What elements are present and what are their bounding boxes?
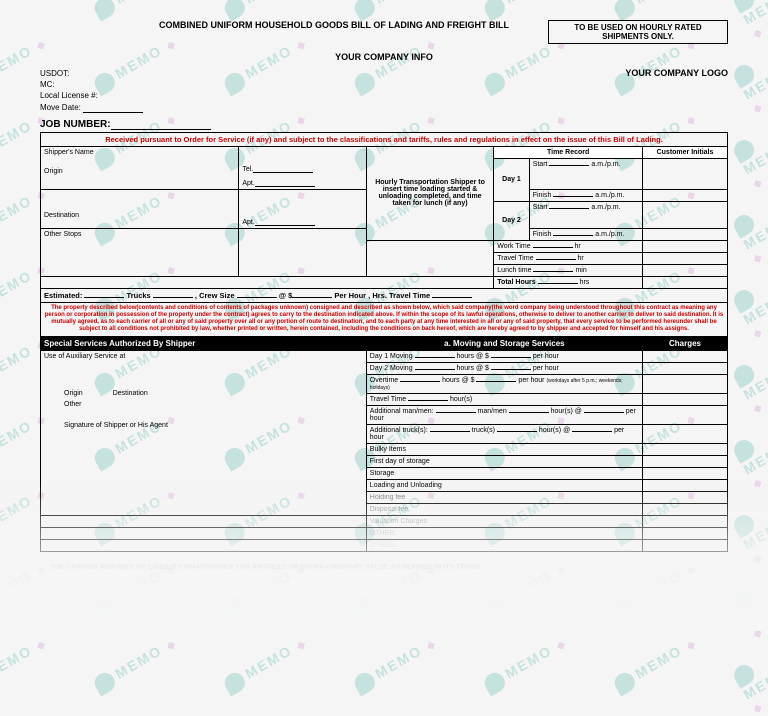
- other2: OTHER:: [366, 539, 642, 551]
- ci-6[interactable]: [642, 252, 727, 264]
- tel-label: Tel.: [242, 166, 253, 173]
- ci-7[interactable]: [642, 264, 727, 276]
- apt-input[interactable]: [255, 177, 315, 187]
- day1-label: Day 1: [494, 158, 529, 201]
- sig-label: Signature of Shipper or His Agent: [44, 422, 363, 429]
- company-logo: YOUR COMPANY LOGO: [625, 68, 728, 113]
- d2-finish-input[interactable]: [553, 235, 593, 236]
- lunch-input[interactable]: [533, 271, 573, 272]
- ci-4[interactable]: [642, 228, 727, 240]
- d1-start-input[interactable]: [549, 165, 589, 166]
- bulky: Bulky Items: [366, 443, 642, 455]
- legal-text: The property described below(contents an…: [41, 302, 728, 336]
- apt2-input[interactable]: [255, 216, 315, 226]
- received-clause: Received pursuant to Order for Service (…: [41, 132, 728, 146]
- total-input[interactable]: [538, 283, 578, 284]
- main-title: COMBINED UNIFORM HOUSEHOLD GOODS BILL OF…: [120, 20, 548, 30]
- svc-travel: Travel Time: [370, 396, 406, 403]
- tel-input[interactable]: [253, 163, 313, 173]
- firstday: First day of storage: [366, 455, 642, 467]
- est-rate-input[interactable]: [292, 297, 332, 298]
- movedate-input[interactable]: [83, 103, 143, 113]
- other1: OTHER:: [366, 527, 642, 539]
- aux-dest: Destination: [113, 390, 148, 397]
- moving-storage-hdr: a. Moving and Storage Services: [366, 336, 642, 350]
- apt-label: Apt.: [242, 180, 254, 187]
- movedate-label: Move Date:: [40, 103, 81, 112]
- d1-start: Start: [533, 161, 548, 168]
- d2-start-input[interactable]: [549, 208, 589, 209]
- loading: Loading and Unloading: [366, 479, 642, 491]
- aux-origin: Origin: [64, 390, 83, 397]
- jobnum-input[interactable]: [111, 120, 211, 130]
- d2-finish: Finish: [533, 231, 552, 238]
- lunch-time: Lunch time: [497, 267, 531, 274]
- cust-initials-hdr: Customer Initials: [642, 146, 727, 158]
- usdot-label: USDOT:: [40, 68, 143, 79]
- travel-time: Travel Time: [497, 255, 533, 262]
- mc-label: MC:: [40, 79, 143, 90]
- d1-finish: Finish: [533, 192, 552, 199]
- jobnum-label: JOB NUMBER:: [40, 119, 111, 130]
- shipper-name-label: Shipper's Name: [44, 149, 235, 156]
- hourly-transport-text: Hourly Transportation Shipper to insert …: [366, 146, 493, 240]
- valuation: Valuation Charges: [366, 515, 642, 527]
- work-input[interactable]: [533, 247, 573, 248]
- ci-3[interactable]: [642, 201, 727, 228]
- origin-label: Origin: [44, 168, 235, 175]
- ci-5[interactable]: [642, 240, 727, 252]
- add-man: Additional man/men:: [370, 408, 434, 415]
- est-blank-input[interactable]: [153, 297, 193, 298]
- est-crew-input[interactable]: [237, 297, 277, 298]
- travel-input[interactable]: [536, 259, 576, 260]
- ci-8[interactable]: [642, 276, 727, 288]
- aux-label: Use of Auxiliary Service at: [44, 353, 363, 360]
- day2-label: Day 2: [494, 201, 529, 240]
- storage: Storage: [366, 467, 642, 479]
- est-travel-input[interactable]: [432, 297, 472, 298]
- add-truck: Additional truck(s):: [370, 427, 428, 434]
- total-hrs: Total Hours: [497, 279, 535, 286]
- company-info: YOUR COMPANY INFO: [40, 52, 728, 62]
- holding: Holding fee: [366, 491, 642, 503]
- day1-moving: Day 1 Moving: [370, 353, 413, 360]
- dest-label: Destination: [44, 212, 235, 219]
- carrier-liability: THE CARRIER ASSUMES NO LIABILITY WHATSOE…: [50, 564, 481, 571]
- est-trucks-input[interactable]: [84, 297, 124, 298]
- day2-moving: Day 2 Moving: [370, 365, 413, 372]
- main-table: Received pursuant to Order for Service (…: [40, 132, 728, 552]
- meta-block: USDOT: MC: Local License #: Move Date:: [40, 68, 143, 113]
- d2-start: Start: [533, 204, 548, 211]
- hourly-notice: TO BE USED ON HOURLY RATED SHIPMENTS ONL…: [548, 20, 728, 44]
- license-label: Local License #:: [40, 90, 143, 101]
- chg-1[interactable]: [642, 350, 727, 362]
- charges-hdr: Charges: [642, 336, 727, 350]
- ci-1[interactable]: [642, 158, 727, 189]
- overtime: Overtime: [370, 377, 398, 384]
- d1-finish-input[interactable]: [553, 196, 593, 197]
- work-time: Work Time: [497, 243, 530, 250]
- time-record-hdr: Time Record: [494, 146, 643, 158]
- special-svc-hdr: Special Services Authorized By Shipper: [41, 336, 367, 350]
- ci-2[interactable]: [642, 189, 727, 201]
- header-row: COMBINED UNIFORM HOUSEHOLD GOODS BILL OF…: [40, 20, 728, 44]
- disposal: Disposal fee: [366, 503, 642, 515]
- other-stops-label: Other Stops: [41, 228, 239, 276]
- aux-other: Other: [44, 401, 363, 408]
- est-label: Estimated:: [44, 291, 82, 300]
